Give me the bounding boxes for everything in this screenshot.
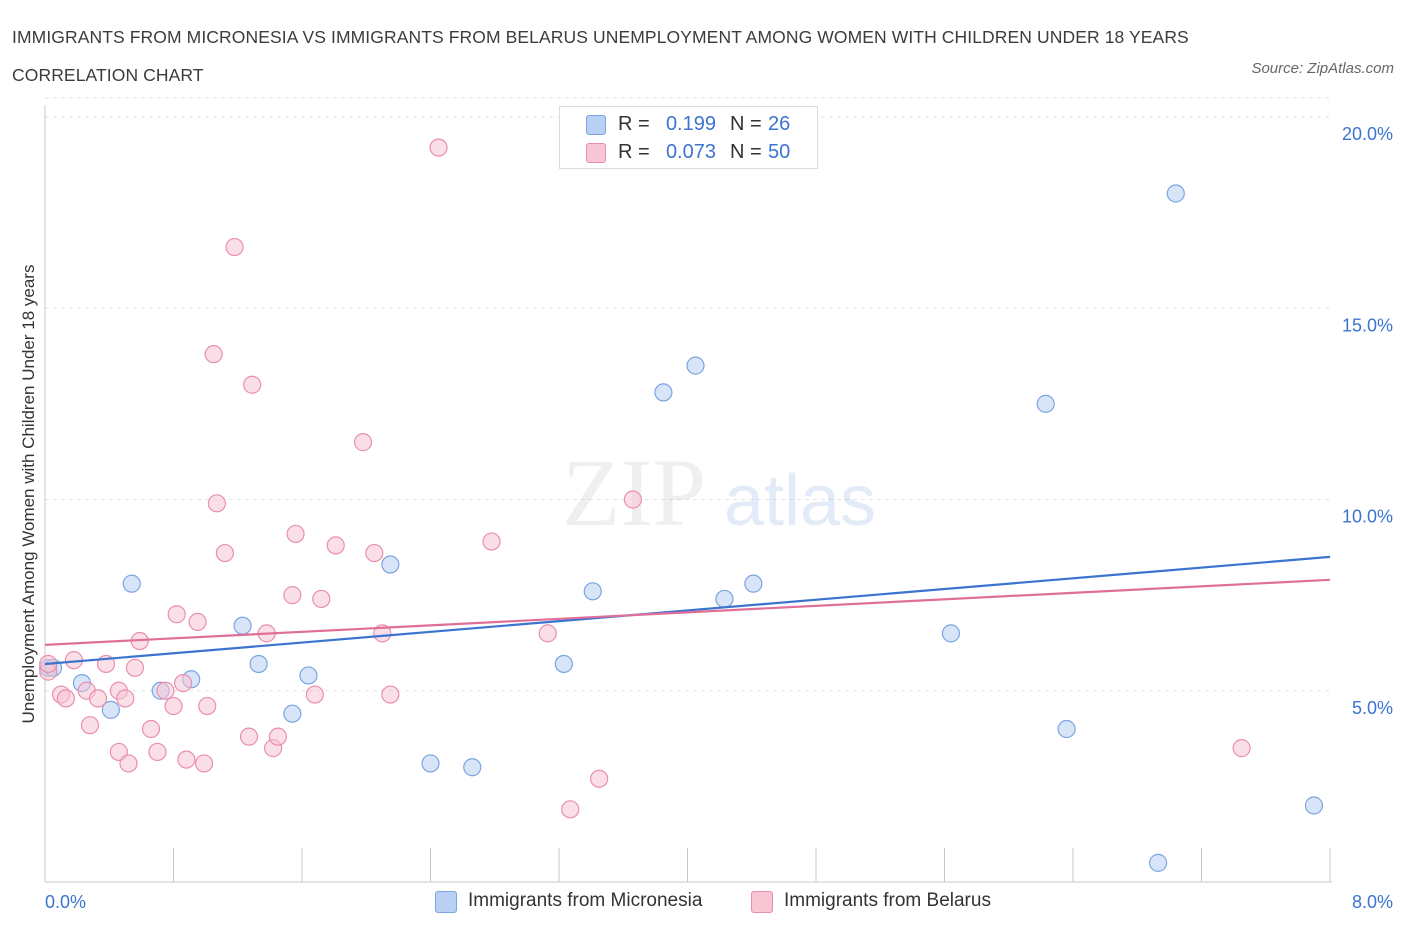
y-tick-label: 15.0% xyxy=(1342,315,1393,335)
data-point xyxy=(207,494,226,513)
y-tick-label: 5.0% xyxy=(1352,698,1393,718)
data-point xyxy=(101,700,120,719)
data-point xyxy=(119,754,138,773)
r-label: R = xyxy=(618,113,650,135)
legend-label: Immigrants from Belarus xyxy=(784,890,991,911)
data-point xyxy=(148,742,167,762)
data-point xyxy=(204,345,223,364)
x-tick-label: 0.0% xyxy=(45,892,86,912)
trend-line xyxy=(44,555,1331,666)
data-point xyxy=(233,616,252,635)
legend-label: Immigrants from Micronesia xyxy=(468,890,703,911)
data-point xyxy=(686,356,705,375)
data-point xyxy=(312,589,331,609)
data-point xyxy=(353,433,373,452)
data-point xyxy=(239,727,259,746)
data-point xyxy=(122,574,141,593)
y-tick-label: 20.0% xyxy=(1342,124,1393,144)
x-tick-label: 8.0% xyxy=(1352,892,1393,912)
data-point xyxy=(381,555,400,574)
data-point xyxy=(80,716,100,735)
data-point xyxy=(373,624,392,643)
data-point xyxy=(215,543,234,563)
data-point xyxy=(715,589,734,609)
trend-lines xyxy=(44,555,1331,666)
micronesia-swatch xyxy=(435,891,457,913)
data-point xyxy=(225,237,244,257)
data-point xyxy=(326,536,345,555)
data-point xyxy=(268,727,288,746)
data-point xyxy=(198,696,217,716)
data-point xyxy=(1057,719,1076,739)
data-point xyxy=(243,375,262,394)
data-point xyxy=(1149,853,1168,872)
data-point xyxy=(381,685,400,704)
data-point xyxy=(174,673,193,693)
data-point xyxy=(583,582,602,601)
chart-title: IMMIGRANTS FROM MICRONESIA VS IMMIGRANTS… xyxy=(12,27,1189,85)
data-point xyxy=(744,574,763,593)
trend-line xyxy=(44,578,1331,646)
data-point xyxy=(164,696,183,716)
data-point xyxy=(249,654,268,674)
data-point xyxy=(1036,394,1055,413)
tick-labels: 5.0% 10.0% 15.0% 20.0% 0.0% 8.0% xyxy=(45,124,1393,912)
data-point xyxy=(941,624,961,643)
data-point xyxy=(421,754,440,773)
data-point xyxy=(116,689,135,708)
data-point xyxy=(365,543,384,563)
data-point xyxy=(463,758,482,777)
r-label: R = xyxy=(618,141,650,163)
data-point xyxy=(429,138,448,157)
n-label: N = xyxy=(730,113,762,135)
data-point xyxy=(561,800,580,819)
r-value: 0.199 xyxy=(665,113,716,135)
source-label: Source: ZipAtlas.com xyxy=(1251,60,1394,77)
n-value: 26 xyxy=(768,113,791,135)
data-point xyxy=(590,769,609,788)
data-point xyxy=(286,524,305,544)
data-point xyxy=(88,689,108,708)
y-axis-label: Unemployment Among Women with Children U… xyxy=(19,265,38,724)
data-point xyxy=(1232,739,1251,758)
data-point xyxy=(1166,184,1185,203)
data-point xyxy=(156,681,175,700)
gridlines xyxy=(45,97,1330,692)
belarus-swatch xyxy=(751,891,773,913)
data-point xyxy=(125,658,145,677)
axes xyxy=(44,105,1332,883)
r-value: 0.073 xyxy=(665,141,716,163)
data-point xyxy=(299,666,318,685)
data-point xyxy=(141,719,161,739)
data-point xyxy=(554,654,573,674)
watermark-atlas: atlas xyxy=(724,461,876,541)
data-point xyxy=(188,612,207,632)
data-point xyxy=(305,685,324,704)
n-label: N = xyxy=(730,141,762,163)
n-value: 50 xyxy=(768,141,791,163)
data-point xyxy=(194,754,214,773)
data-point xyxy=(623,490,642,509)
data-point xyxy=(283,704,302,723)
watermark: ZIP atlas xyxy=(562,439,876,546)
data-point xyxy=(177,750,196,769)
data-point xyxy=(167,605,186,624)
data-point xyxy=(538,624,557,643)
data-point xyxy=(654,383,673,402)
y-tick-label: 10.0% xyxy=(1342,507,1393,527)
data-point xyxy=(56,689,75,708)
data-point xyxy=(482,532,501,551)
data-point xyxy=(283,586,302,605)
belarus-swatch xyxy=(586,143,606,163)
stats-legend: R = 0.199 N = 26 R = 0.073 N = 50 xyxy=(559,106,818,169)
data-point xyxy=(1304,796,1324,815)
micronesia-swatch xyxy=(586,115,606,135)
